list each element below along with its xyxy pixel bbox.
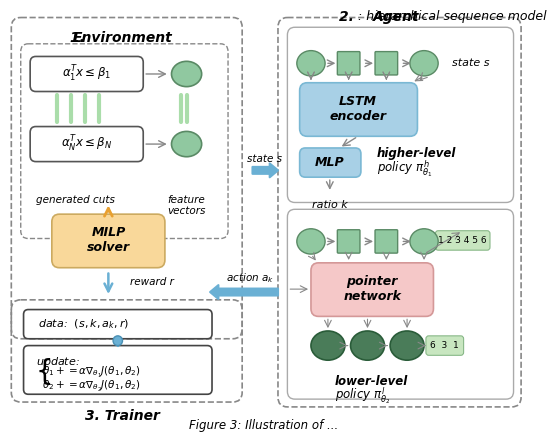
FancyBboxPatch shape — [24, 346, 212, 394]
Text: 1.: 1. — [70, 31, 90, 45]
FancyBboxPatch shape — [375, 51, 398, 75]
Text: {: { — [36, 358, 53, 386]
FancyBboxPatch shape — [300, 83, 417, 136]
Text: generated cuts: generated cuts — [36, 195, 115, 205]
Text: LSTM
encoder: LSTM encoder — [330, 95, 386, 123]
FancyBboxPatch shape — [287, 27, 514, 203]
FancyBboxPatch shape — [24, 310, 212, 339]
FancyBboxPatch shape — [30, 57, 143, 92]
FancyBboxPatch shape — [337, 51, 360, 75]
FancyBboxPatch shape — [30, 127, 143, 162]
Ellipse shape — [410, 51, 438, 76]
Text: Agent: Agent — [372, 10, 419, 24]
FancyBboxPatch shape — [337, 230, 360, 253]
FancyBboxPatch shape — [311, 263, 433, 316]
Ellipse shape — [171, 131, 202, 157]
Ellipse shape — [390, 331, 424, 360]
Text: $\theta_1 += \alpha\nabla_{\theta_1}J(\theta_1, \theta_2)$: $\theta_1 += \alpha\nabla_{\theta_1}J(\t… — [43, 365, 141, 380]
Ellipse shape — [297, 51, 325, 76]
Text: MLP: MLP — [315, 156, 344, 169]
Text: higher-level: higher-level — [377, 147, 456, 160]
Text: policy $\pi^h_{\theta_1}$: policy $\pi^h_{\theta_1}$ — [377, 158, 432, 179]
Text: ratio k: ratio k — [312, 200, 348, 210]
Text: reward r: reward r — [130, 277, 174, 287]
Text: action $a_k$: action $a_k$ — [226, 271, 274, 285]
Ellipse shape — [297, 229, 325, 254]
Text: feature
vectors: feature vectors — [167, 195, 206, 216]
FancyBboxPatch shape — [52, 214, 165, 268]
FancyBboxPatch shape — [426, 336, 464, 355]
Ellipse shape — [351, 331, 385, 360]
Ellipse shape — [171, 61, 202, 87]
FancyBboxPatch shape — [287, 209, 514, 399]
Text: 3. Trainer: 3. Trainer — [85, 409, 160, 423]
Text: 1 2 3 4 5 6: 1 2 3 4 5 6 — [438, 236, 487, 245]
Ellipse shape — [113, 336, 123, 346]
Ellipse shape — [410, 229, 438, 254]
Text: lower-level: lower-level — [334, 375, 408, 388]
Text: pointer
network: pointer network — [343, 275, 401, 303]
FancyBboxPatch shape — [375, 230, 398, 253]
Text: : hierarchical sequence model: : hierarchical sequence model — [358, 10, 547, 23]
Text: $\alpha_1^T x \leq \beta_1$: $\alpha_1^T x \leq \beta_1$ — [62, 64, 111, 84]
FancyBboxPatch shape — [435, 231, 490, 250]
Text: policy $\pi^l_{\theta_2}$: policy $\pi^l_{\theta_2}$ — [334, 385, 390, 407]
Text: MILP
solver: MILP solver — [87, 226, 130, 254]
Text: Environment: Environment — [73, 31, 172, 45]
Text: $data$:  $(s, k, a_k, r)$: $data$: $(s, k, a_k, r)$ — [38, 318, 129, 331]
Text: $\alpha_N^T x \leq \beta_N$: $\alpha_N^T x \leq \beta_N$ — [61, 134, 112, 154]
Text: Figure 3: Illustration of ...: Figure 3: Illustration of ... — [189, 419, 338, 432]
Text: $\theta_2 += \alpha\nabla_{\theta_2}J(\theta_1, \theta_2)$: $\theta_2 += \alpha\nabla_{\theta_2}J(\t… — [43, 379, 141, 394]
Ellipse shape — [311, 331, 345, 360]
Text: state s: state s — [248, 153, 282, 164]
Text: state s: state s — [452, 58, 490, 68]
Text: 2.: 2. — [339, 10, 358, 24]
FancyBboxPatch shape — [300, 148, 361, 177]
Text: $update$:: $update$: — [36, 355, 80, 369]
Text: 6  3  1: 6 3 1 — [431, 341, 459, 350]
